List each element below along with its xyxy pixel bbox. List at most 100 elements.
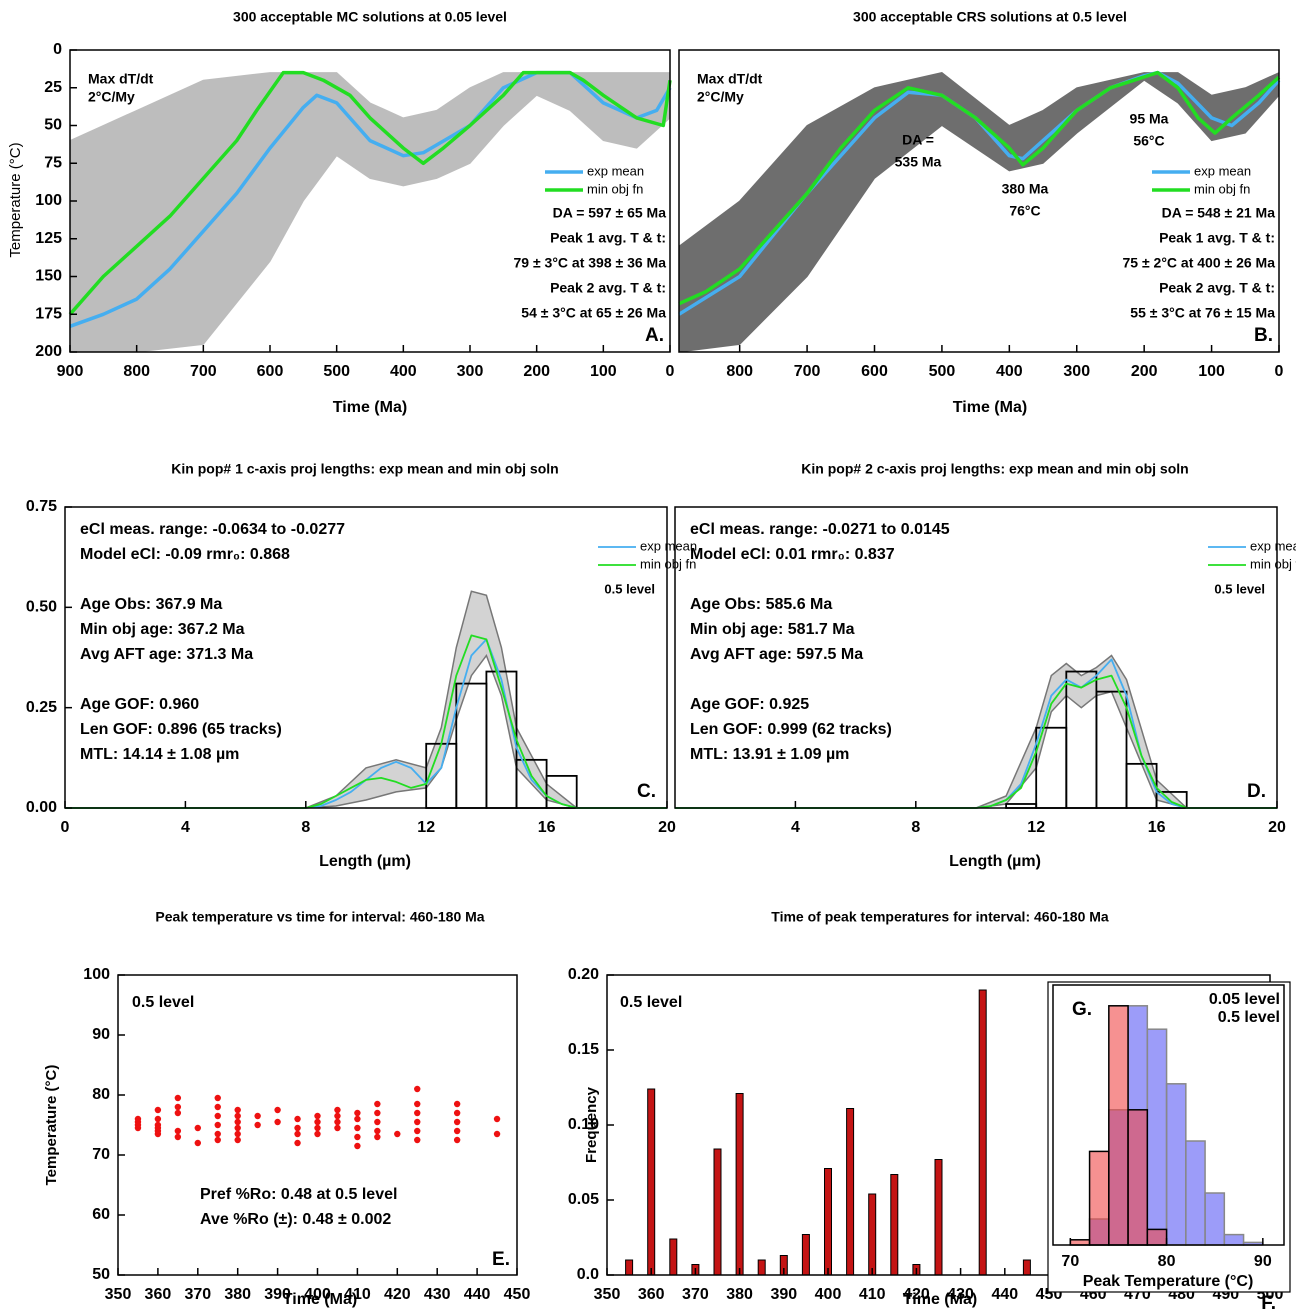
scatter-point — [194, 1124, 201, 1132]
scatter-point — [374, 1109, 381, 1117]
annotation: Peak 1 avg. T & t: — [1159, 230, 1275, 246]
x-tick-label: 0 — [1275, 363, 1284, 380]
chart-title: Time of peak temperatures for interval: … — [771, 909, 1109, 925]
annotation: Age GOF: 0.925 — [690, 696, 809, 713]
chart-title: 300 acceptable MC solutions at 0.05 leve… — [233, 9, 507, 25]
scatter-point — [493, 1115, 501, 1123]
annotation: 535 Ma — [895, 154, 942, 170]
scatter-point — [294, 1115, 301, 1123]
y-tick-label: 90 — [92, 1026, 110, 1043]
scatter-point — [234, 1112, 241, 1120]
annotation: 56°C — [1133, 133, 1164, 149]
annotation: Avg AFT age: 597.5 Ma — [690, 646, 863, 663]
x-tick-label: 100 — [590, 363, 617, 380]
scatter-point — [174, 1103, 182, 1111]
series-line — [678, 70, 1281, 306]
annotation: Min obj age: 367.2 Ma — [80, 621, 245, 638]
x-tick-label: 100 — [1198, 363, 1225, 380]
scatter-point — [154, 1124, 162, 1132]
scatter-point — [174, 1127, 182, 1135]
scatter-point — [334, 1106, 341, 1114]
scatter-point — [354, 1133, 361, 1141]
x-axis-label: Peak Temperature (°C) — [1083, 1273, 1254, 1290]
scatter-point — [254, 1121, 261, 1129]
annotation: 95 Ma — [1130, 111, 1169, 127]
x-tick-label: 430 — [947, 1286, 974, 1303]
y-tick-label: 0.75 — [26, 498, 57, 515]
y-tick-label: 50 — [92, 1266, 110, 1283]
annotation: 380 Ma — [1002, 181, 1049, 197]
annotation: 76°C — [1009, 203, 1040, 219]
x-tick-label: 4 — [181, 819, 190, 836]
x-tick-label: 350 — [594, 1286, 621, 1303]
scatter-point — [493, 1130, 501, 1138]
scatter-point — [354, 1115, 361, 1123]
scatter-point — [214, 1094, 221, 1102]
y-tick-label: 0 — [53, 41, 62, 58]
annotation: DA = 548 ± 21 Ma — [1162, 205, 1276, 221]
scatter-point — [414, 1118, 421, 1126]
legend-label: min obj fn — [1194, 181, 1250, 196]
x-tick-label: 800 — [123, 363, 150, 380]
x-tick-label: 300 — [457, 363, 484, 380]
x-tick-label: 16 — [1148, 819, 1166, 836]
x-tick-label: 600 — [257, 363, 284, 380]
scatter-point — [334, 1112, 341, 1120]
x-tick-label: 400 — [996, 363, 1023, 380]
x-tick-label: 12 — [1027, 819, 1045, 836]
scatter-point — [174, 1109, 182, 1117]
y-tick-label: 0.20 — [568, 966, 599, 983]
annotation: MTL: 13.91 ± 1.09 µm — [690, 746, 849, 763]
scatter-point — [234, 1118, 241, 1126]
y-axis-label: Frequency — [583, 1086, 600, 1163]
x-tick-label: 360 — [145, 1286, 172, 1303]
scatter-point — [174, 1133, 182, 1141]
y-tick-label: 0.10 — [568, 1116, 599, 1133]
annotation: Age GOF: 0.960 — [80, 696, 199, 713]
annotation: Ave %Ro (±): 0.48 ± 0.002 — [200, 1211, 391, 1228]
scatter-point — [374, 1100, 381, 1108]
annotation: MTL: 14.14 ± 1.08 µm — [80, 746, 239, 763]
annotation: 0.5 level — [132, 994, 194, 1011]
x-tick-label: 370 — [184, 1286, 211, 1303]
x-axis-label: Time (Ma) — [903, 1291, 977, 1308]
legend-label: min obj fn — [1250, 556, 1296, 571]
annotation: DA = 597 ± 65 Ma — [553, 205, 667, 221]
scatter-point — [214, 1121, 221, 1129]
histogram-bar — [1146, 1028, 1168, 1246]
legend-label: 0.05 level — [1209, 991, 1280, 1008]
annotation: eCl meas. range: -0.0634 to -0.0277 — [80, 521, 345, 538]
x-tick-label: 500 — [929, 363, 956, 380]
scatter-point — [374, 1127, 381, 1135]
annotation: Min obj age: 581.7 Ma — [690, 621, 855, 638]
y-tick-label: 125 — [35, 230, 62, 247]
y-tick-label: 0.25 — [26, 699, 57, 716]
x-tick-label: 390 — [770, 1286, 797, 1303]
x-axis-label: Time (Ma) — [333, 399, 407, 416]
x-tick-label: 200 — [523, 363, 550, 380]
scatter-point — [314, 1124, 321, 1132]
x-tick-label: 400 — [304, 1286, 331, 1303]
plot-frame — [678, 49, 1280, 353]
histogram-bar — [1069, 1239, 1091, 1246]
scatter-point — [294, 1130, 301, 1138]
y-tick-label: 0.0 — [577, 1266, 599, 1283]
x-axis-label: Time (Ma) — [283, 1291, 357, 1308]
bar — [978, 989, 987, 1276]
legend-label: exp mean — [587, 163, 644, 178]
x-tick-label: 600 — [861, 363, 888, 380]
annotation: Age Obs: 585.6 Ma — [690, 596, 832, 613]
annotation: Model eCl: 0.01 rmr₀: 0.837 — [690, 546, 895, 563]
annotation: Peak 2 avg. T & t: — [1159, 280, 1275, 296]
panel-label: B. — [1254, 325, 1273, 346]
histogram-bar — [1108, 1005, 1129, 1246]
legend-note: 0.5 level — [604, 581, 655, 596]
x-tick-label: 400 — [815, 1286, 842, 1303]
chart-title: Kin pop# 2 c-axis proj lengths: exp mean… — [801, 461, 1188, 477]
panel-label: F. — [1261, 1293, 1276, 1314]
x-tick-label: 90 — [1254, 1253, 1272, 1270]
annotation: eCl meas. range: -0.0271 to 0.0145 — [690, 521, 950, 538]
bar — [625, 1259, 634, 1276]
x-tick-label: 410 — [859, 1286, 886, 1303]
y-tick-label: 0.00 — [26, 799, 57, 816]
